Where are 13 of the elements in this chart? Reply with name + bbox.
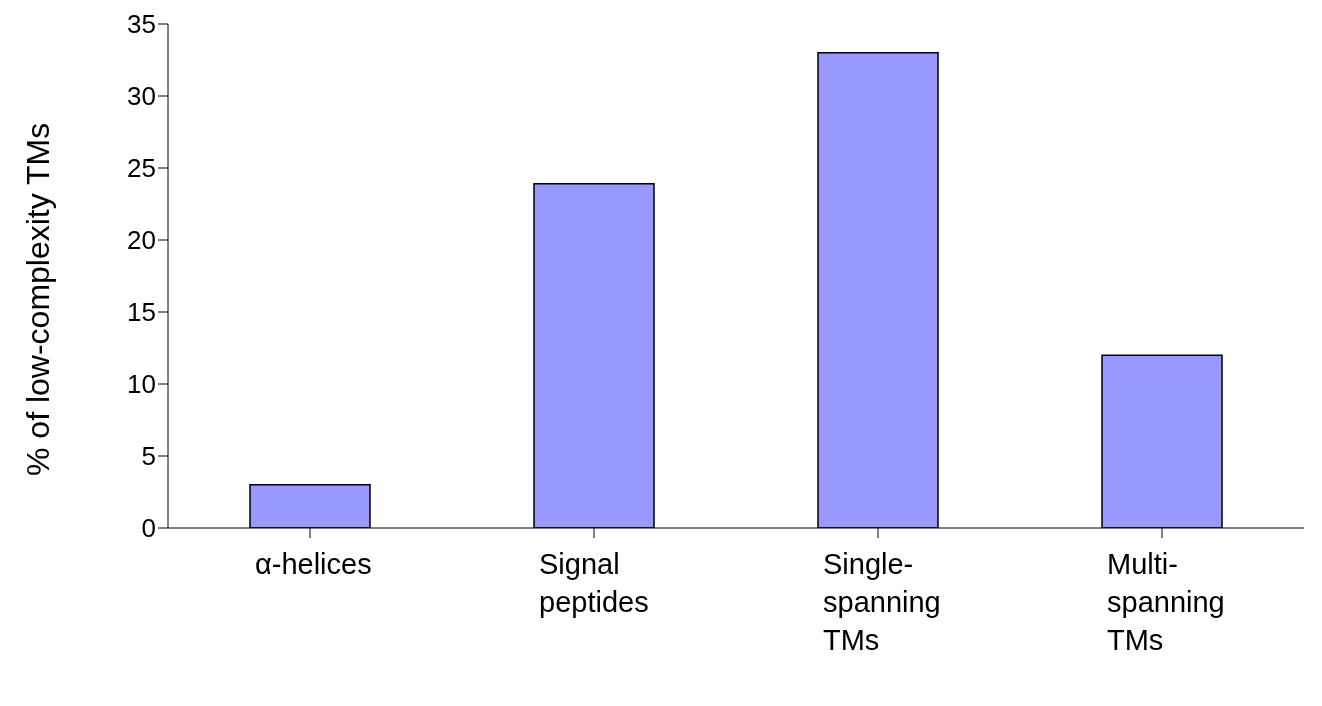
x-tick-label: Single-spanning TMs [823,548,941,656]
y-tick-label: 30 [127,81,156,112]
x-tick-label: α-helices [255,548,372,580]
y-tick-label: 20 [127,225,156,256]
x-tick-label: Signal peptides [539,548,649,618]
x-tick-label: Multi-spanning TMs [1107,548,1225,656]
y-axis-title: % of low-complexity TMs [20,122,57,476]
y-tick-label: 15 [127,297,156,328]
y-tick-label: 0 [141,513,156,544]
y-tick-label: 5 [141,441,156,472]
y-tick-label: 10 [127,369,156,400]
y-tick-label: 25 [127,153,156,184]
y-tick-label: 35 [127,9,156,40]
